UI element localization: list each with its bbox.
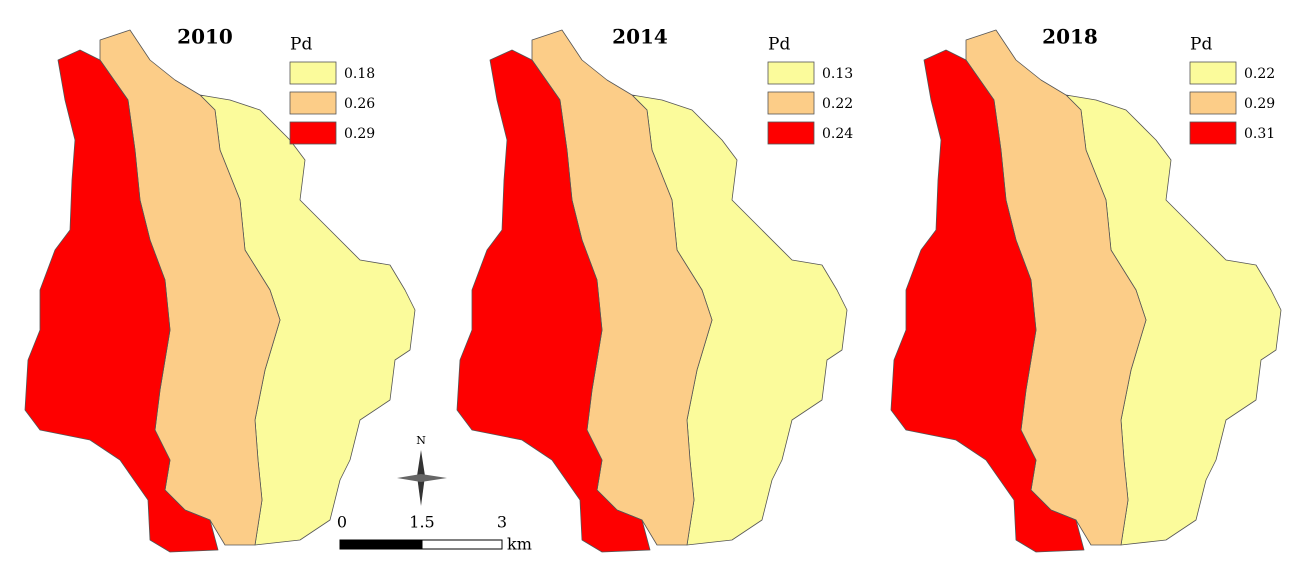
legend-title: Pd	[768, 35, 790, 55]
map-panel: 2018 Pd 0.22 0.29 0.31	[890, 25, 1282, 553]
legend-swatch	[289, 91, 337, 115]
scale-label: 1.5	[409, 513, 434, 532]
legend-swatch	[767, 121, 815, 145]
scale-segment	[339, 539, 423, 550]
legend-swatch	[767, 91, 815, 115]
legend-swatch	[1189, 91, 1237, 115]
legend-label: 0.13	[822, 66, 853, 82]
legend-swatch	[289, 121, 337, 145]
legend-swatch	[1189, 61, 1237, 85]
legend-label: 0.22	[1244, 66, 1275, 82]
scale-label: 0	[337, 513, 347, 532]
legend-label: 0.26	[344, 96, 375, 112]
map-panel: 2010 Pd 0.18 0.26 0.29	[24, 25, 416, 553]
scale-bar: 0 1.5 3 km	[337, 513, 532, 554]
north-arrow: N	[397, 434, 447, 506]
legend-label: 0.22	[822, 96, 853, 112]
legend-label: 0.24	[822, 126, 853, 142]
north-label: N	[416, 434, 426, 447]
panel-title: 2014	[612, 25, 668, 49]
legend-label: 0.31	[1244, 126, 1275, 142]
legend-swatch	[289, 61, 337, 85]
legend-swatch	[767, 61, 815, 85]
legend-label: 0.29	[344, 126, 375, 142]
scale-segment	[421, 539, 503, 550]
legend-label: 0.29	[1244, 96, 1275, 112]
panel-title: 2018	[1042, 25, 1098, 49]
panel-title: 2010	[177, 25, 233, 49]
scale-label: 3	[497, 513, 507, 532]
scale-unit: km	[507, 535, 532, 554]
legend-label: 0.18	[344, 66, 375, 82]
map-panel: 2014 Pd 0.13 0.22 0.24	[456, 25, 853, 553]
legend-title: Pd	[1190, 35, 1212, 55]
east-west-needle	[397, 474, 447, 482]
legend-title: Pd	[290, 35, 312, 55]
legend-swatch	[1189, 121, 1237, 145]
